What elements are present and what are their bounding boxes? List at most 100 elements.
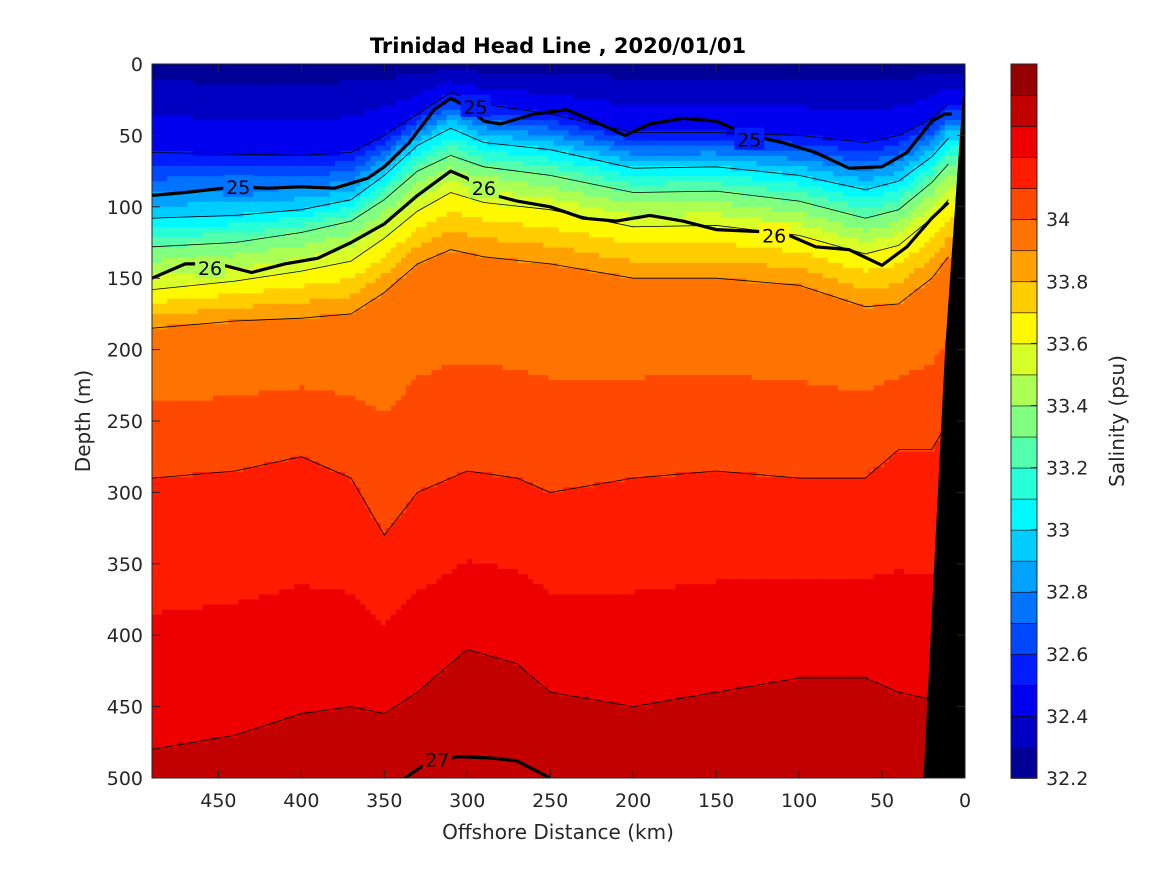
salinity-cell	[345, 395, 351, 478]
salinity-cell	[837, 155, 844, 167]
salinity-cell	[324, 227, 331, 238]
salinity-cell	[223, 166, 229, 177]
salinity-cell	[228, 395, 234, 473]
salinity-cell	[873, 252, 880, 269]
salinity-cell	[517, 171, 524, 182]
salinity-cell	[670, 181, 676, 193]
salinity-cell	[766, 477, 773, 580]
salinity-cell	[273, 211, 280, 223]
salinity-cell	[538, 140, 544, 152]
salinity-cell	[878, 196, 885, 208]
salinity-cell	[487, 160, 494, 167]
salinity-cell	[802, 104, 809, 136]
salinity-cell	[639, 217, 646, 228]
salinity-cell	[319, 711, 326, 778]
salinity-cell	[182, 324, 189, 402]
salinity-cell	[766, 206, 773, 223]
salinity-cell	[858, 579, 864, 677]
salinity-cell	[558, 171, 565, 177]
salinity-cell	[461, 186, 468, 198]
salinity-cell	[898, 262, 905, 284]
salinity-cell	[441, 104, 448, 111]
salinity-cell	[314, 242, 321, 254]
salinity-cell	[827, 166, 834, 172]
salinity-cell	[360, 308, 367, 402]
salinity-cell	[304, 303, 311, 320]
salinity-cell	[223, 227, 229, 233]
salinity-cell	[939, 349, 946, 432]
salinity-cell	[680, 130, 687, 142]
salinity-cell	[426, 257, 433, 376]
salinity-cell	[162, 257, 168, 274]
salinity-cell	[588, 125, 595, 131]
salinity-cell	[400, 135, 407, 147]
salinity-cell	[883, 574, 890, 687]
salinity-cell	[375, 523, 382, 621]
salinity-cell	[837, 247, 844, 264]
salinity-cell	[400, 257, 407, 279]
salinity-cell	[837, 676, 844, 778]
salinity-cell	[705, 278, 712, 376]
salinity-cell	[741, 375, 748, 473]
salinity-cell	[721, 191, 727, 203]
salinity-cell	[858, 252, 864, 269]
salinity-cell	[619, 181, 626, 193]
salinity-cell	[207, 242, 214, 259]
colorbar-swatch	[1010, 529, 1038, 562]
salinity-cell	[705, 166, 712, 177]
salinity-cell	[558, 115, 565, 126]
salinity-cell	[721, 278, 727, 376]
salinity-cell	[294, 273, 300, 289]
salinity-cell	[624, 145, 631, 152]
y-tick-label: 250	[107, 411, 143, 433]
salinity-cell	[578, 487, 585, 595]
salinity-cell	[467, 364, 473, 473]
salinity-cell	[360, 166, 367, 172]
salinity-cell	[218, 232, 224, 244]
salinity-cell	[375, 196, 382, 203]
salinity-cell	[451, 69, 458, 85]
salinity-cell	[812, 171, 819, 182]
salinity-cell	[878, 176, 885, 187]
salinity-cell	[812, 273, 819, 289]
salinity-cell	[588, 135, 595, 147]
salinity-cell	[568, 120, 575, 126]
salinity-cell	[558, 211, 565, 233]
salinity-cell	[152, 303, 158, 315]
salinity-cell	[776, 171, 783, 182]
salinity-cell	[782, 211, 788, 223]
salinity-cell	[858, 186, 864, 198]
salinity-cell	[766, 191, 773, 198]
salinity-cell	[690, 140, 697, 147]
salinity-cell	[299, 196, 306, 213]
salinity-cell	[411, 201, 417, 213]
salinity-cell	[843, 201, 849, 213]
salinity-cell	[716, 579, 722, 692]
salinity-cell	[594, 99, 600, 126]
salinity-cell	[334, 171, 341, 182]
salinity-cell	[304, 319, 311, 391]
salinity-cell	[792, 283, 798, 381]
salinity-cell	[792, 64, 798, 80]
salinity-cell	[207, 283, 214, 300]
salinity-cell	[588, 64, 595, 75]
y-tick-label: 450	[107, 697, 143, 719]
salinity-cell	[492, 130, 499, 136]
salinity-cell	[172, 64, 178, 80]
salinity-cell	[406, 599, 412, 697]
salinity-cell	[451, 130, 458, 142]
salinity-cell	[670, 145, 676, 157]
x-tick-label: 450	[200, 790, 236, 812]
salinity-cell	[741, 64, 748, 80]
salinity-cell	[329, 472, 336, 590]
salinity-cell	[309, 257, 316, 269]
salinity-cell	[345, 247, 351, 264]
salinity-cell	[436, 186, 443, 198]
salinity-cell	[279, 237, 285, 249]
salinity-cell	[837, 579, 844, 677]
salinity-cell	[909, 145, 915, 157]
salinity-cell	[868, 390, 875, 473]
salinity-cell	[324, 155, 331, 167]
salinity-cell	[152, 237, 158, 249]
salinity-cell	[802, 676, 809, 778]
